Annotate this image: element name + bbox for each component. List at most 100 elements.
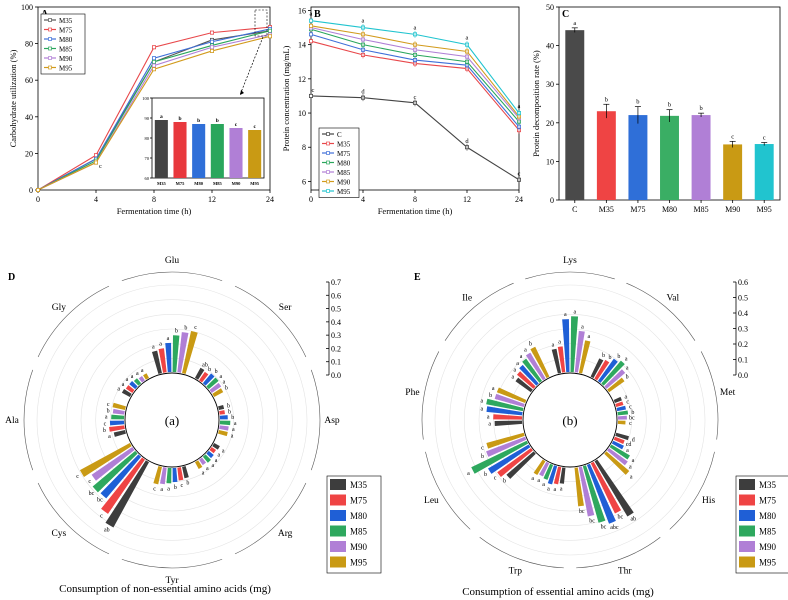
category-arc	[444, 282, 514, 341]
data-point	[151, 59, 156, 64]
significance-label: b	[225, 386, 228, 392]
significance-label: a	[573, 309, 576, 315]
significance-label: b	[503, 478, 506, 484]
category-arc	[425, 451, 471, 530]
radial-gridline	[493, 343, 647, 497]
inset-bar-m80	[192, 124, 206, 178]
category-label-phe: Phe	[405, 388, 419, 398]
radial-gridline	[449, 299, 691, 541]
category-label-thr: Thr	[618, 566, 633, 576]
legend-swatch	[330, 525, 346, 537]
legend-label: M95	[350, 558, 368, 568]
category-arc	[310, 369, 321, 471]
data-point	[308, 23, 313, 28]
legend-marker	[326, 132, 330, 136]
legend-swatch	[739, 479, 755, 490]
radial-gridline	[434, 284, 706, 556]
significance-label: c	[99, 163, 102, 170]
significance-label: b	[481, 454, 484, 460]
radial-bar-leu-m90	[486, 436, 527, 457]
significance-label: a	[629, 464, 632, 470]
radial-bar-val-m35	[590, 358, 604, 379]
x-tick-label: 4	[94, 195, 98, 204]
data-point	[267, 34, 272, 39]
radial-bar-trp-m95	[533, 459, 546, 476]
scale-tick-label: 0.3	[331, 331, 341, 340]
radial-bar-his-m80	[611, 440, 624, 450]
significance-label: bc	[97, 498, 103, 504]
significance-label: a	[552, 342, 555, 348]
significance-label: c	[88, 479, 91, 485]
legend-swatch	[739, 525, 755, 537]
significance-label: a	[167, 486, 170, 492]
radial-gridline	[51, 299, 293, 541]
y-tick-label: 16	[298, 6, 306, 15]
significance-label: a	[202, 470, 205, 476]
data-point	[209, 45, 214, 50]
significance-label: d	[465, 138, 469, 145]
significance-label: a	[219, 374, 222, 380]
y-tick-label: 20	[25, 149, 33, 158]
y-tick-label: 100	[21, 3, 33, 12]
radial-bar-lys-m75	[557, 346, 566, 373]
radial-gridline	[80, 328, 264, 512]
category-label-val: Val	[667, 293, 680, 303]
significance-label: b	[107, 408, 110, 414]
radial-bar-met-m95	[617, 420, 626, 425]
significance-label: d	[632, 438, 635, 444]
center-label: (a)	[165, 413, 179, 428]
significance-label: bc	[89, 491, 95, 497]
radial-bar-ala-m85	[111, 414, 125, 420]
category-arc	[23, 369, 34, 471]
radial-bar-ser-m90	[209, 382, 222, 393]
legend-label: M85	[350, 527, 368, 537]
radial-bar-ile-m80	[519, 364, 539, 386]
legend-marker	[326, 170, 330, 174]
radial-bar-tyr-m95	[153, 466, 162, 485]
data-point	[36, 187, 41, 192]
radial-bar-ser-m85	[206, 377, 219, 390]
scale-tick-label: 0.1	[331, 358, 341, 367]
significance-label: b	[175, 328, 178, 334]
radial-bar-val-m80	[597, 358, 618, 383]
legend-label: C	[337, 131, 342, 139]
inset-x-tick-label: M35	[157, 181, 166, 186]
scale-tick-label: 0.7	[331, 278, 341, 287]
significance-label: a	[558, 340, 561, 346]
radial-gridline	[95, 343, 249, 497]
legend-label: M85	[59, 46, 73, 54]
significance-label: bc	[629, 415, 635, 421]
significance-label: c	[312, 87, 315, 94]
significance-label: c	[763, 134, 766, 141]
radial-bar-cys-m90	[91, 447, 135, 481]
category-arc	[479, 537, 564, 569]
radial-bar-lys-m85	[570, 316, 579, 373]
y-tick-label: 60	[25, 76, 33, 85]
significance-label: a	[531, 476, 534, 482]
legend-label: M95	[337, 188, 351, 196]
radial-bar-arg-m35	[212, 442, 220, 450]
significance-label: a	[632, 458, 635, 464]
legend-label: M90	[759, 542, 777, 552]
significance-label: a	[231, 433, 234, 439]
radial-bar-ser-m75	[199, 371, 209, 383]
inset-bar-m75	[173, 122, 187, 178]
x-tick-label: 4	[361, 195, 365, 204]
radial-bar-glu-m80	[165, 342, 172, 373]
significance-label: c	[76, 474, 79, 480]
inset-y-tick-label: 80	[145, 136, 150, 141]
significance-label: c	[494, 476, 497, 482]
category-arc	[121, 271, 223, 282]
radial-bar-trp-m80	[547, 465, 558, 485]
category-label-leu: Leu	[424, 496, 439, 506]
legend-swatch	[739, 541, 755, 552]
significance-label: c	[194, 325, 197, 331]
significance-label: a	[234, 421, 237, 427]
legend-swatch	[739, 556, 755, 568]
legend-label: M35	[759, 480, 777, 490]
inset-x-tick-label: M95	[250, 181, 259, 186]
radial-bar-trp-m35	[559, 467, 566, 484]
y-tick-label: 40	[25, 113, 33, 122]
radial-bar-cys-m80	[100, 454, 142, 499]
